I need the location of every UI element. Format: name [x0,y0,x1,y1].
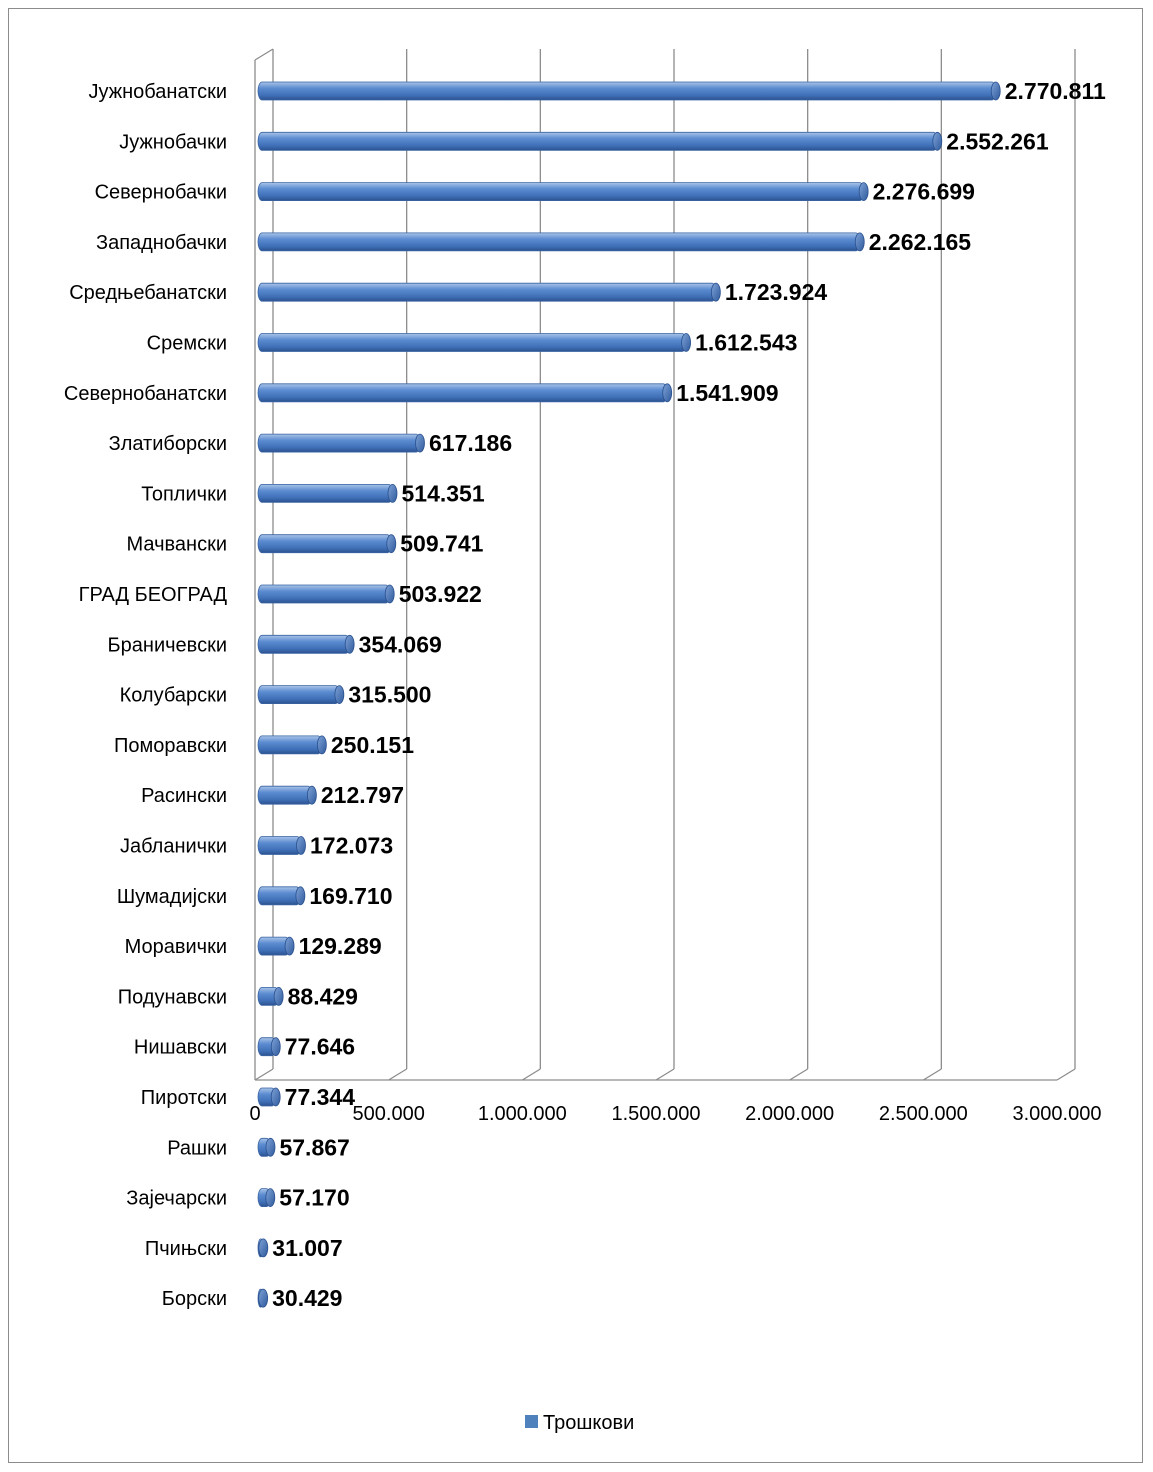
x-tick-label: 2.500.000 [879,1103,968,1125]
category-label: Средњебанатски [69,282,227,304]
value-label: 57.170 [279,1185,349,1211]
value-label: 315.500 [348,682,431,708]
bar [257,685,345,704]
category-label: Борски [162,1288,227,1310]
bar [257,1238,269,1258]
bar [257,584,395,604]
bar [257,1288,269,1308]
category-label: Западнобачки [96,232,227,254]
category-label: ГРАД БЕОГРАД [79,584,228,606]
category-label: Колубарски [120,685,227,707]
value-label: 1.541.909 [676,380,778,406]
value-label: 2.770.811 [1005,78,1106,104]
bar [257,282,721,302]
bar [257,936,295,956]
category-label: Јабланички [120,836,227,858]
category-label: Нишавски [134,1037,227,1059]
bar [257,383,673,403]
category-label: Топлички [141,483,227,505]
bar [257,131,943,151]
value-label: 2.262.165 [869,229,972,255]
floor-gridline [254,1068,274,1081]
category-labels: Јужнобанатски Јужнобачки Севернобачки Запад… [64,81,228,1310]
bar [257,483,398,503]
category-label: Расински [141,785,227,807]
bar [257,735,327,755]
bar [257,81,1001,101]
bar [257,785,317,805]
floor-gridline [789,1068,809,1081]
x-tick-label: 500.000 [353,1103,425,1125]
category-label: Зајечарски [126,1188,227,1210]
value-label: 77.646 [285,1034,355,1060]
bar [257,182,869,202]
category-label: Пиротски [141,1087,227,1109]
floor-gridline [388,1068,408,1081]
floor-gridline [655,1068,675,1081]
value-labels: 2.770.811 2.552.261 2.276.699 2.262.165 1.72… [272,78,1106,1311]
bar [257,987,284,1006]
value-label: 31.007 [272,1235,342,1261]
floor-gridline [1056,1068,1076,1081]
category-label: Моравички [125,936,227,958]
legend-swatch [525,1415,538,1428]
category-label: Севернобачки [95,182,227,204]
value-label: 129.289 [299,933,382,959]
category-label: Подунавски [118,986,227,1008]
value-label: 57.867 [279,1134,349,1160]
floor-gridline [922,1068,942,1081]
value-label: 2.552.261 [946,128,1049,154]
category-label: Поморавски [114,735,227,757]
category-label: Сремски [147,333,227,355]
bar [257,1137,276,1157]
value-label: 514.351 [402,480,485,506]
bar [257,1087,281,1107]
bar [257,886,306,906]
bar [257,1188,276,1207]
value-label: 77.344 [285,1084,356,1110]
bar [257,1037,281,1057]
value-label: 509.741 [400,531,483,557]
bar [257,634,355,654]
legend-label: Трошкови [543,1412,634,1434]
value-label: 354.069 [359,631,442,657]
bar [257,333,691,352]
category-label: Јужнобанатски [89,81,227,103]
bars [257,81,1001,1308]
category-label: Пчињски [145,1238,227,1260]
x-axis-tick-labels: 0 500.000 1.000.000 1.500.000 2.000.000 2.500… [249,1103,1101,1125]
category-label: Јужнобачки [119,131,227,153]
legend: Трошкови [525,1412,634,1434]
x-tick-label: 0 [249,1103,260,1125]
category-label: Рашки [167,1137,227,1159]
value-label: 169.710 [309,883,392,909]
value-label: 212.797 [321,782,404,808]
bar [257,534,397,554]
x-tick-label: 3.000.000 [1013,1103,1102,1125]
value-label: 1.612.543 [695,330,797,356]
bar [257,232,865,252]
category-label: Шумадијски [117,886,227,908]
floor-gridline [521,1068,541,1081]
value-label: 2.276.699 [873,179,975,205]
value-label: 250.151 [331,732,414,758]
value-label: 1.723.924 [725,279,828,305]
value-label: 88.429 [288,983,358,1009]
x-tick-label: 1.000.000 [478,1103,567,1125]
x-tick-label: 1.500.000 [612,1103,701,1125]
x-tick-label: 2.000.000 [745,1103,834,1125]
bar [257,433,425,453]
category-label: Севернобанатски [64,383,227,405]
category-label: Златиборски [109,433,227,455]
category-label: Мачвански [127,534,227,556]
bar [257,836,306,855]
category-label: Браничевски [108,634,227,656]
value-label: 30.429 [272,1285,342,1311]
value-label: 172.073 [310,833,393,859]
wall-edge [254,48,274,61]
value-label: 617.186 [429,430,512,456]
value-label: 503.922 [399,581,482,607]
